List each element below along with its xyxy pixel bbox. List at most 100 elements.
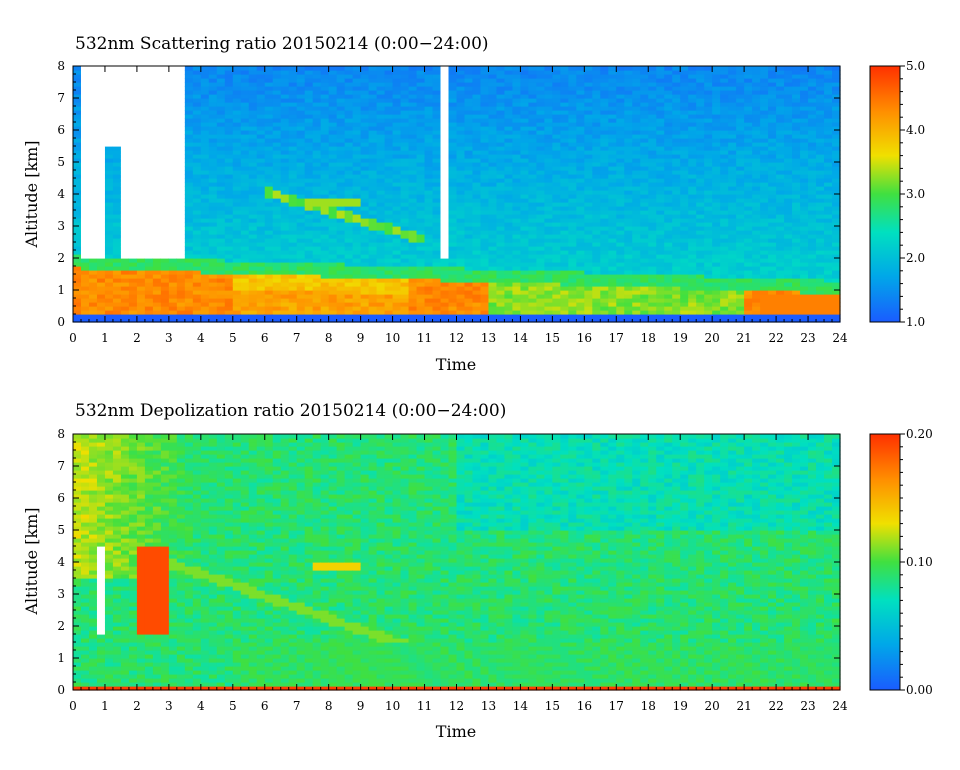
heatmap-cell	[640, 90, 649, 95]
heatmap-cell	[248, 166, 258, 171]
heatmap-cell	[224, 282, 234, 287]
heatmap-cell	[104, 162, 114, 167]
heatmap-cell	[328, 98, 338, 103]
heatmap-cell	[192, 250, 202, 255]
heatmap-cell	[528, 178, 537, 183]
heatmap-cell	[504, 314, 514, 319]
heatmap-cell	[73, 194, 82, 199]
heatmap-cell	[576, 234, 585, 239]
heatmap-cell	[640, 178, 649, 183]
heatmap-cell	[584, 166, 593, 171]
heatmap-cell	[296, 222, 306, 227]
heatmap-cell	[264, 250, 274, 255]
heatmap-cell	[392, 242, 402, 247]
heatmap-cell	[240, 306, 250, 311]
heatmap-cell	[416, 94, 426, 99]
heatmap-cell	[176, 306, 186, 311]
heatmap-cell	[464, 202, 474, 207]
heatmap-cell	[280, 302, 290, 307]
heatmap-cell	[488, 258, 498, 263]
heatmap-cell	[520, 94, 530, 99]
heatmap-cell	[336, 278, 346, 283]
heatmap-cell	[672, 94, 681, 99]
heatmap-cell	[456, 186, 466, 191]
heatmap-cell	[664, 66, 673, 71]
heatmap-cell	[632, 162, 641, 167]
heatmap-cell	[360, 74, 370, 79]
heatmap-cell	[312, 98, 322, 103]
heatmap-cell	[520, 318, 530, 323]
heatmap-cell	[496, 318, 506, 323]
heatmap-cell	[216, 106, 226, 111]
heatmap-cell	[152, 290, 162, 295]
heatmap-cell	[520, 110, 530, 115]
heatmap-cell	[536, 314, 545, 319]
heatmap-cell	[472, 258, 482, 263]
heatmap-cell	[680, 298, 689, 303]
heatmap-cell	[160, 282, 170, 287]
heatmap-cell	[296, 170, 306, 175]
heatmap-cell	[528, 198, 537, 203]
heatmap-cell	[680, 118, 689, 123]
heatmap-cell	[312, 138, 322, 143]
heatmap-cell	[488, 102, 498, 107]
heatmap-cell	[152, 250, 162, 255]
heatmap-cell	[392, 250, 402, 255]
heatmap-cell	[496, 74, 506, 79]
heatmap-cell	[488, 266, 498, 271]
heatmap-cell	[488, 302, 498, 307]
heatmap-cell	[400, 318, 410, 323]
heatmap-cell	[336, 246, 346, 251]
heatmap-cell	[160, 290, 170, 295]
heatmap-cell	[400, 230, 410, 235]
heatmap-cell	[584, 210, 593, 215]
heatmap-cell	[168, 286, 178, 291]
heatmap-cell	[504, 146, 514, 151]
heatmap-cell	[512, 154, 522, 159]
heatmap-cell	[392, 210, 402, 215]
heatmap-cell	[392, 118, 402, 123]
heatmap-cell	[616, 134, 625, 139]
heatmap-cell	[280, 134, 290, 139]
heatmap-cell	[648, 230, 657, 235]
heatmap-cell	[80, 98, 90, 103]
heatmap-cell	[528, 162, 537, 167]
heatmap-cell	[376, 134, 386, 139]
heatmap-cell	[136, 202, 146, 207]
heatmap-cell	[360, 254, 370, 259]
heatmap-cell	[528, 218, 537, 223]
heatmap-cell	[104, 186, 114, 191]
heatmap-cell	[600, 106, 609, 111]
heatmap-cell	[80, 198, 90, 203]
heatmap-cell	[224, 74, 234, 79]
heatmap-cell	[96, 106, 106, 111]
heatmap-cell	[320, 306, 330, 311]
heatmap-cell	[688, 154, 697, 159]
heatmap-cell	[520, 258, 530, 263]
heatmap-cell	[184, 114, 194, 119]
heatmap-cell	[448, 74, 458, 79]
heatmap-cell	[504, 122, 514, 127]
heatmap-cell	[280, 198, 290, 203]
heatmap-cell	[80, 182, 90, 187]
heatmap-cell	[480, 158, 490, 163]
heatmap-cell	[592, 186, 601, 191]
heatmap-cell	[96, 154, 106, 159]
heatmap-cell	[232, 310, 242, 315]
heatmap-cell	[376, 170, 386, 175]
heatmap-cell	[552, 190, 561, 195]
heatmap-cell	[568, 98, 577, 103]
heatmap-cell	[608, 226, 617, 231]
heatmap-cell	[272, 178, 282, 183]
heatmap-cell	[640, 298, 649, 303]
heatmap-cell	[352, 178, 362, 183]
heatmap-cell	[73, 246, 82, 251]
heatmap-cell	[448, 190, 458, 195]
heatmap-cell	[152, 214, 162, 219]
heatmap-cell	[368, 318, 378, 323]
heatmap-cell	[680, 154, 689, 159]
heatmap-cell	[664, 274, 673, 279]
heatmap-cell	[616, 162, 625, 167]
heatmap-cell	[624, 122, 633, 127]
heatmap-cell	[552, 250, 561, 255]
